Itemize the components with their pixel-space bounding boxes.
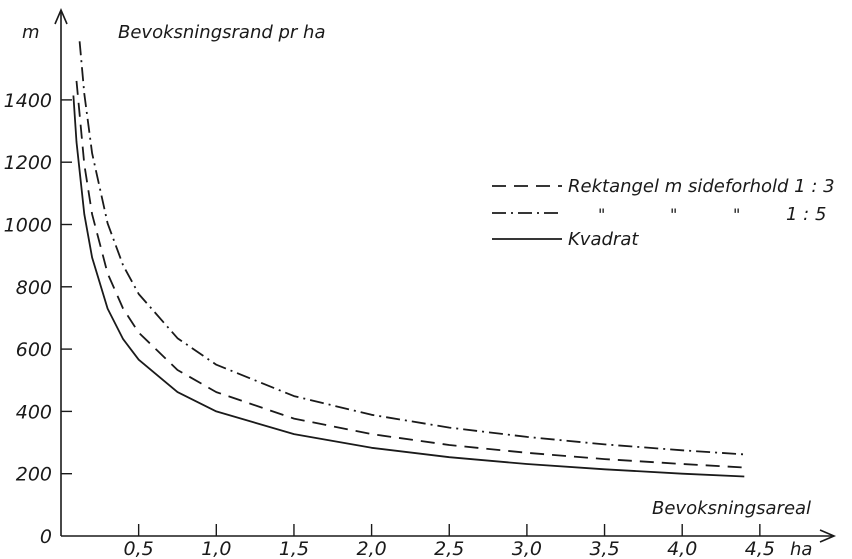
x-tick-label: 1,5 <box>279 538 309 559</box>
x-tick-label: 0,5 <box>124 538 154 559</box>
axes <box>54 7 837 543</box>
x-tick-label: 2,5 <box>434 538 464 559</box>
y-tick-label: 0 <box>40 526 52 548</box>
tick-labels: 0,5 1,0 1,5 2,0 2,5 3,0 3,5 4,0 4,5 0 200 400 600 800… <box>4 90 775 559</box>
legend-label-solid: Kvadrat <box>568 229 639 250</box>
x-tick-label: 4,0 <box>667 538 697 559</box>
y-tick-label: 600 <box>16 339 52 361</box>
x-tick-label: 3,0 <box>512 538 542 559</box>
legend-ditto-1: " <box>598 205 605 224</box>
y-tick-label: 1200 <box>4 152 52 174</box>
legend-ditto-2: " <box>670 205 677 224</box>
x-axis-arrow <box>819 529 837 543</box>
y-tick-label: 200 <box>16 464 52 486</box>
legend-label-dashed: Rektangel m sideforhold 1 : 3 <box>568 176 835 197</box>
y-axis-title: Bevoksningsrand pr ha <box>118 22 325 43</box>
legend-ratio-dash-dot: 1 : 5 <box>786 204 826 225</box>
y-axis-arrow <box>54 7 68 25</box>
y-tick-label: 400 <box>16 401 52 423</box>
x-axis-unit: ha <box>790 539 812 559</box>
curves <box>72 41 745 478</box>
series-line-dash-dot <box>78 41 745 456</box>
series-line-dashed <box>75 80 745 469</box>
x-tick-label: 1,0 <box>201 538 231 559</box>
series-line-solid <box>72 95 745 478</box>
x-tick-label: 2,0 <box>356 538 386 559</box>
legend-ditto-3: " <box>733 205 740 224</box>
x-axis-title: Bevoksningsareal <box>652 498 811 519</box>
y-tick-label: 1400 <box>4 90 52 112</box>
x-tick-label: 3,5 <box>589 538 619 559</box>
x-tick-label: 4,5 <box>745 538 775 559</box>
y-tick-label: 1000 <box>4 215 52 237</box>
ticks <box>61 99 761 536</box>
y-axis-unit: m <box>22 22 40 43</box>
legend: Rektangel m sideforhold 1 : 3 " " " 1 : … <box>492 176 835 250</box>
y-tick-label: 800 <box>16 277 52 299</box>
